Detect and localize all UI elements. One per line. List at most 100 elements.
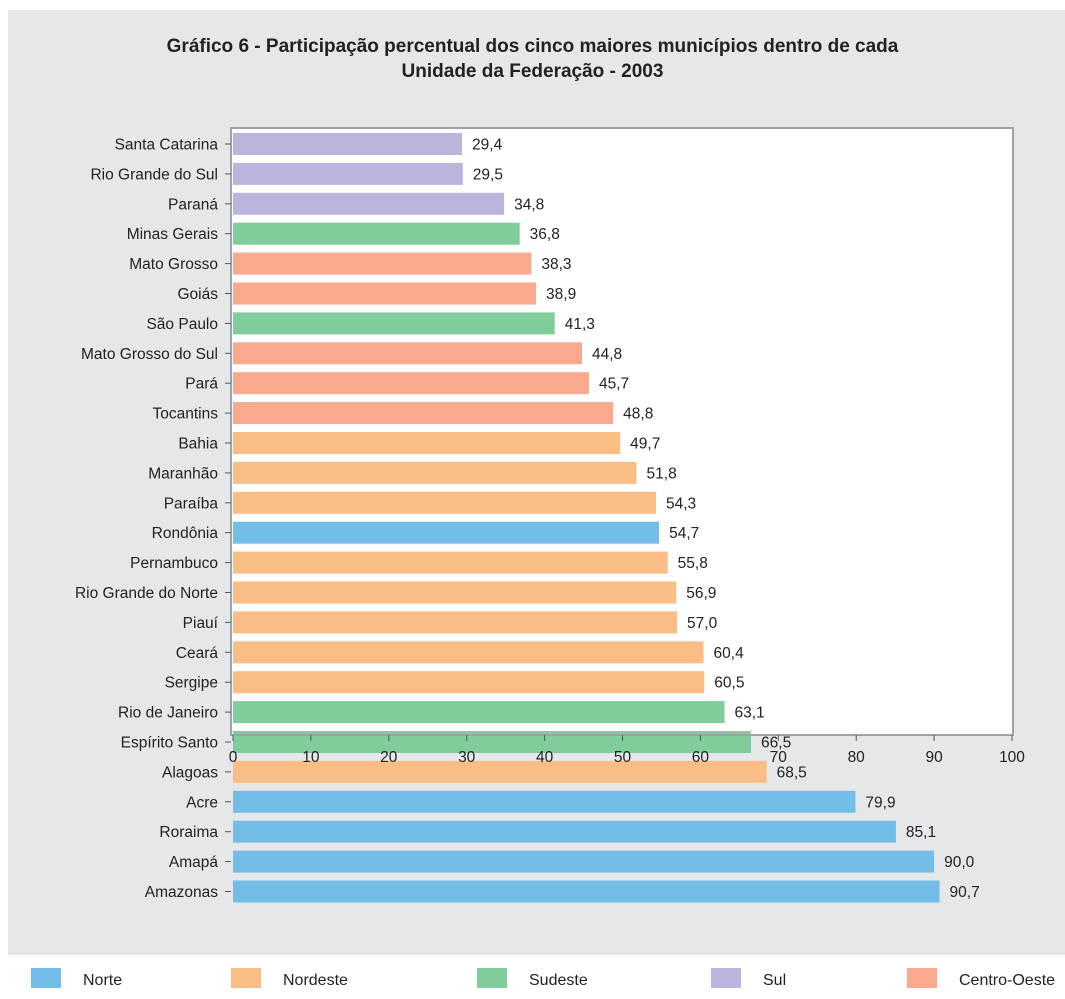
bar: [233, 162, 463, 185]
data-label: 60,4: [714, 645, 745, 662]
category-label: Sergipe: [165, 675, 218, 692]
bar: [233, 342, 582, 365]
category-label: Paraná: [168, 196, 218, 213]
category-label: Ceará: [176, 645, 219, 662]
legend: Norte Nordeste Sudeste Sul Centro-Oeste: [0, 968, 1065, 999]
x-tick-label: 40: [536, 749, 554, 766]
data-label: 29,5: [473, 166, 503, 183]
legend-label: Sudeste: [529, 972, 588, 989]
data-label: 90,7: [950, 884, 980, 901]
category-label: Roraima: [159, 824, 218, 841]
category-label: Mato Grosso do Sul: [81, 346, 218, 363]
data-label: 51,8: [647, 465, 677, 482]
category-label: Pará: [185, 376, 218, 393]
category-label: Rondônia: [152, 525, 219, 542]
data-label: 36,8: [530, 226, 560, 243]
bar: [233, 461, 637, 484]
category-label: Espírito Santo: [121, 735, 218, 752]
legend-swatch: [31, 968, 61, 988]
bar: [233, 581, 677, 604]
bar: [233, 282, 537, 305]
chart-title: Gráfico 6 - Participação percentual dos …: [0, 34, 1065, 84]
bar: [233, 402, 614, 425]
category-label: Minas Gerais: [127, 226, 219, 243]
bar: [233, 880, 940, 903]
category-label: Mato Grosso: [129, 256, 218, 273]
bar: [233, 252, 532, 275]
x-tick-label: 20: [380, 749, 398, 766]
legend-label: Nordeste: [283, 972, 348, 989]
legend-item: Centro-Oeste: [907, 968, 1065, 992]
bar: [233, 521, 660, 544]
data-label: 55,8: [678, 555, 708, 572]
data-label: 54,3: [666, 495, 696, 512]
legend-label: Norte: [83, 972, 123, 989]
category-label: Maranhão: [148, 465, 218, 482]
data-label: 66,5: [761, 735, 791, 752]
category-label: Paraíba: [164, 495, 219, 512]
data-label: 54,7: [669, 525, 699, 542]
category-label: São Paulo: [146, 316, 218, 333]
bar: [233, 760, 767, 783]
bar: [233, 731, 752, 753]
x-tick-label: 60: [692, 749, 710, 766]
category-label: Pernambuco: [130, 555, 218, 572]
legend-swatch: [907, 968, 937, 988]
legend-label: Sul: [763, 972, 787, 989]
bar: [233, 551, 668, 574]
bar: [233, 133, 463, 155]
x-tick-label: 0: [229, 749, 238, 766]
legend-swatch: [231, 968, 261, 988]
legend-item: Sudeste: [477, 968, 637, 992]
legend-label: Centro-Oeste: [959, 972, 1056, 989]
x-tick-label: 90: [925, 749, 943, 766]
data-label: 85,1: [906, 824, 936, 841]
category-label: Alagoas: [162, 764, 218, 781]
bar: [233, 701, 725, 724]
bar: [233, 491, 656, 514]
bar: [233, 222, 520, 245]
data-label: 79,9: [865, 794, 895, 811]
x-tick-label: 50: [614, 749, 632, 766]
data-label: 48,8: [623, 406, 653, 423]
legend-item: Sul: [711, 968, 871, 992]
category-label: Santa Catarina: [115, 137, 219, 154]
bar: [233, 641, 704, 664]
legend-item: Nordeste: [231, 968, 391, 992]
data-label: 34,8: [514, 196, 544, 213]
bar: [233, 432, 621, 454]
category-label: Rio Grande do Sul: [90, 166, 218, 183]
x-tick-label: 70: [770, 749, 788, 766]
bar: [233, 790, 856, 813]
data-label: 38,3: [541, 256, 571, 273]
legend-swatch: [477, 968, 507, 988]
data-label: 63,1: [735, 705, 765, 722]
category-label: Piauí: [183, 615, 219, 632]
bar: [233, 850, 935, 873]
data-label: 44,8: [592, 346, 622, 363]
bar: [233, 312, 555, 335]
data-label: 49,7: [630, 436, 660, 453]
data-label: 38,9: [546, 286, 576, 303]
bar: [233, 611, 678, 634]
data-label: 68,5: [777, 764, 807, 781]
chart-title-line-1: Gráfico 6 - Participação percentual dos …: [166, 36, 899, 57]
legend-swatch: [711, 968, 741, 988]
x-tick-label: 80: [848, 749, 866, 766]
data-label: 90,0: [944, 854, 975, 871]
category-label: Rio Grande do Norte: [75, 585, 218, 602]
x-tick-label: 100: [999, 749, 1025, 766]
x-tick-label: 10: [302, 749, 320, 766]
data-label: 57,0: [687, 615, 718, 632]
category-label: Amapá: [169, 854, 218, 871]
legend-item: Norte: [31, 968, 191, 992]
chart-title-line-2: Unidade da Federação - 2003: [401, 61, 664, 82]
data-label: 29,4: [472, 137, 503, 154]
bar: [233, 372, 590, 395]
data-label: 56,9: [686, 585, 716, 602]
data-label: 41,3: [565, 316, 595, 333]
x-tick-label: 30: [458, 749, 476, 766]
bar: [233, 671, 705, 694]
category-label: Acre: [186, 794, 218, 811]
